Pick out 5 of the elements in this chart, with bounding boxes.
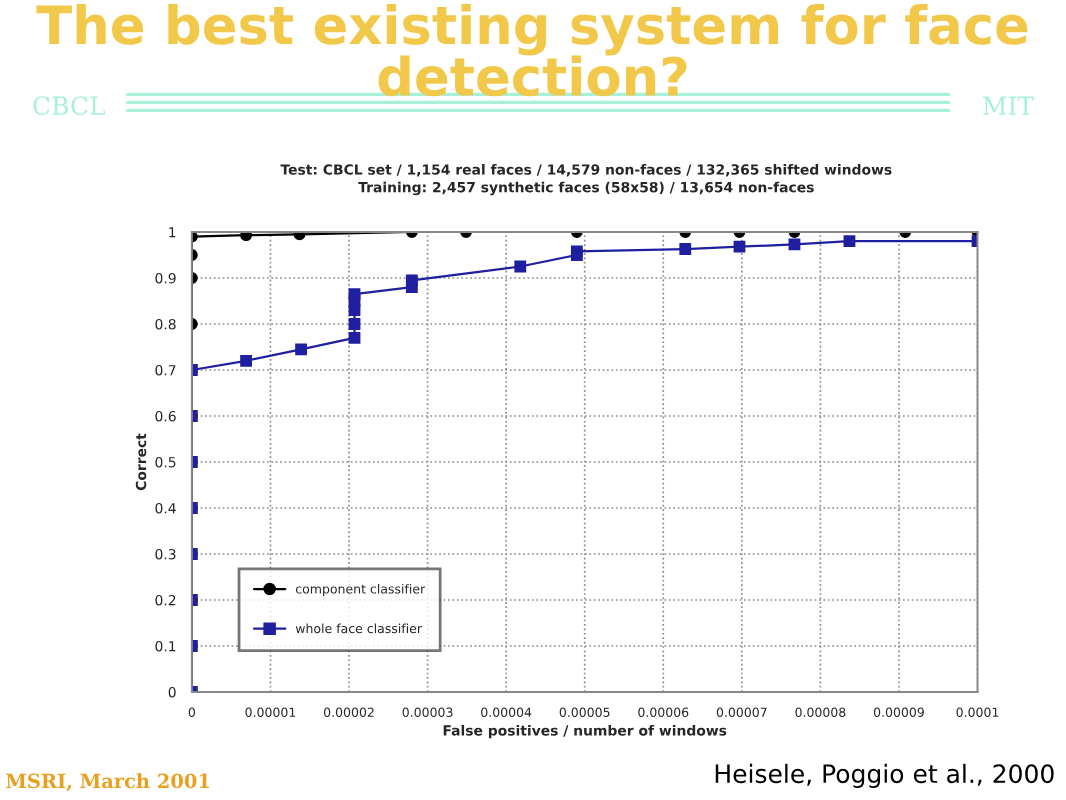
text: Heisele, Poggio et al., 2000 bbox=[715, 763, 1054, 788]
chart-title: The best existing system for face detection? bbox=[36, 4, 1028, 97]
text: CBCL bbox=[33, 96, 106, 116]
text: MIT bbox=[983, 96, 1034, 115]
text: MSRI, March 2001 bbox=[6, 773, 209, 792]
